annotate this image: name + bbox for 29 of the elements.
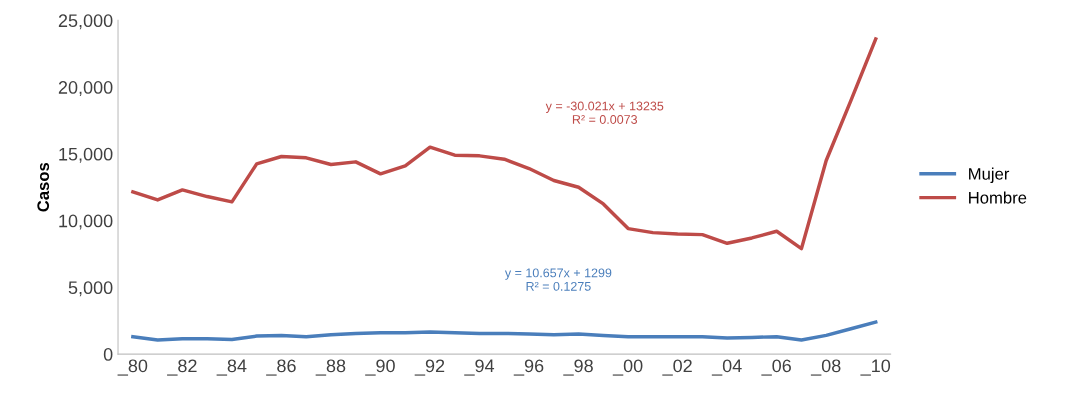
x-tick-label: _88: [315, 359, 346, 376]
line-series: [131, 320, 878, 342]
x-tick-label: _82: [167, 359, 197, 376]
y-tick-label: 0: [103, 348, 113, 361]
x-tick-label: _08: [810, 359, 841, 376]
x-tick-label: _04: [711, 359, 742, 376]
legend-label: Mujer: [969, 167, 1010, 184]
x-tick-label: _92: [414, 359, 445, 376]
y-tick-label: 25,000: [58, 14, 113, 30]
x-tick-label: _86: [266, 359, 296, 376]
x-tick-label: _96: [513, 359, 544, 376]
line-series: [131, 37, 878, 251]
x-tick-label: _06: [761, 359, 791, 376]
x-tick-label: _98: [563, 359, 593, 376]
x-tick-label: _90: [365, 359, 395, 376]
x-tick-label: _80: [117, 359, 148, 376]
y-tick-label: 5,000: [68, 281, 113, 297]
annotation: y = 10.657x + 1299 R² = 0.1275: [504, 268, 612, 291]
y-tick-label: 10,000: [59, 214, 113, 230]
x-tick-label: _94: [464, 359, 495, 376]
y-tick-label: 20,000: [58, 81, 113, 96]
x-tick-label: _10: [860, 359, 891, 376]
legend-label: Hombre: [969, 191, 1027, 204]
x-tick-label: _00: [612, 359, 643, 376]
x-tick-label: _84: [216, 359, 247, 376]
y-axis-title: Casos: [37, 162, 50, 212]
annotation: y = -30.021x + 13235 R² = 0.0073: [545, 101, 664, 124]
y-tick-label: 15,000: [59, 147, 113, 163]
x-tick-label: _02: [662, 359, 692, 376]
